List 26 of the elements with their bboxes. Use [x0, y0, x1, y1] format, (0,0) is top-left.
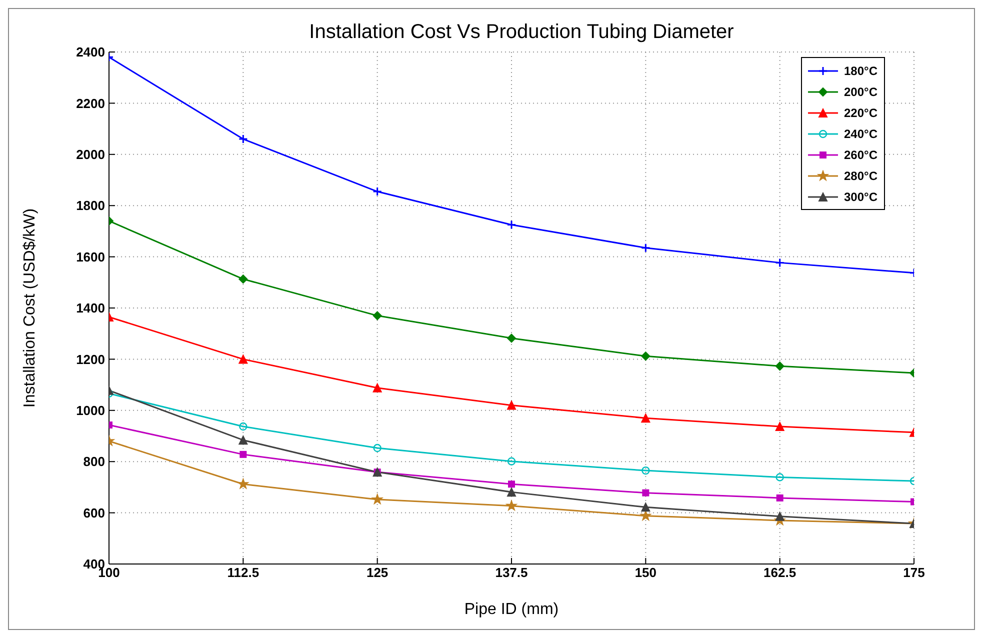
legend-label: 200°C	[844, 84, 878, 98]
x-tick-label: 175	[903, 565, 925, 580]
legend-label: 220°C	[844, 106, 878, 120]
y-axis-title: Installation Cost (USD$/kW)	[22, 208, 39, 408]
y-tick-label: 1000	[76, 403, 105, 418]
y-tick-label: 1800	[76, 198, 105, 214]
legend-label: 300°C	[844, 190, 878, 204]
x-tick-label: 137.5	[495, 565, 528, 580]
y-tick-label: 2400	[76, 44, 105, 60]
x-tick-label: 162.5	[764, 565, 796, 580]
chart-title: Installation Cost Vs Production Tubing Diameter	[308, 21, 735, 44]
x-tick-label: 112.5	[227, 565, 260, 580]
x-tick-label: 150	[634, 565, 657, 580]
legend-label: 260°C	[844, 148, 878, 162]
legend-label: 180°C	[844, 64, 878, 78]
y-tick-label: 1200	[76, 352, 105, 367]
y-tick-label: 2000	[76, 147, 105, 162]
y-tick-label: 1600	[76, 249, 105, 264]
x-tick-label: 125	[366, 565, 388, 580]
legend-label: 280°C	[844, 168, 878, 182]
y-tick-label: 600	[83, 505, 105, 520]
x-axis-title: Pipe ID (mm)	[464, 601, 559, 618]
y-tick-label: 800	[83, 454, 105, 470]
legend-label: 240°C	[844, 126, 878, 140]
y-tick-label: 1400	[76, 300, 105, 316]
y-tick-label: 2200	[76, 96, 105, 111]
